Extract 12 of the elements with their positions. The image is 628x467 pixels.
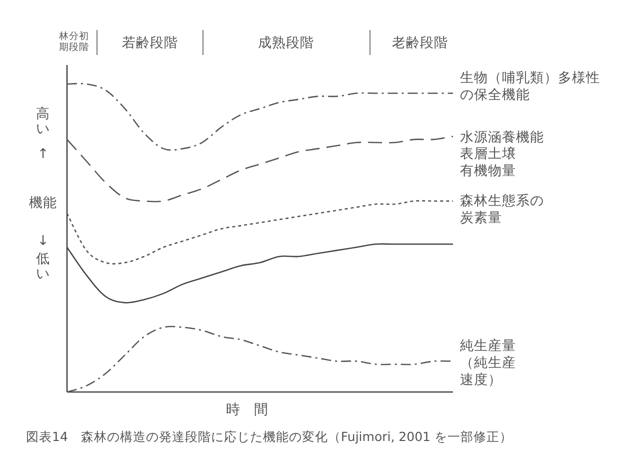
text: 図表14 森林の構造の発達段階に応じた機能の変化（Fujimori, 2001 を一部修正） <box>26 429 512 444</box>
x-axis-title: 時 間 <box>226 402 268 418</box>
series-label: 水源涵養機能 <box>460 129 544 146</box>
text: 老齢段階 <box>392 35 448 51</box>
text: 若齢段階 <box>122 35 178 51</box>
series-label: 森林生態系の炭素量 <box>460 193 544 226</box>
series-label: 表層土壌有機物量 <box>460 146 516 180</box>
text: 成熟段階 <box>258 35 314 51</box>
series-label: 純生産量（純生産速度） <box>460 338 516 388</box>
series-label: 生物（哺乳類）多様性の保全機能 <box>460 70 600 104</box>
text: 林分初期段階 <box>58 30 89 53</box>
ylabel: 高い ↑ 機能 ↓ 低い <box>29 106 57 282</box>
